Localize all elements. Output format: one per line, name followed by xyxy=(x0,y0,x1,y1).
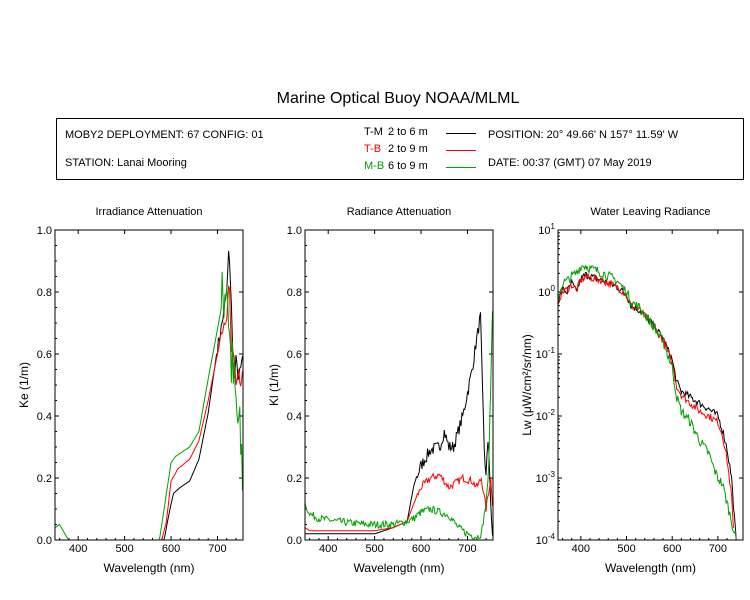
series-line-t-m xyxy=(55,250,243,540)
y-tick-label: 0.6 xyxy=(37,349,52,361)
x-tick-label: 500 xyxy=(115,543,133,555)
series-line-t-m xyxy=(558,271,737,539)
legend-line-swatch xyxy=(446,133,476,134)
legend-code: T-M xyxy=(364,126,383,138)
series-line-t-m xyxy=(305,312,493,536)
series-line-t-b xyxy=(55,284,243,540)
x-tick-label: 700 xyxy=(709,543,727,555)
plot-area xyxy=(55,250,243,540)
series-line-t-b xyxy=(558,273,734,529)
legend-entry-m-b: M-B 6 to 9 m xyxy=(364,160,476,174)
y-tick-label: 0.6 xyxy=(287,349,302,361)
y-tick-label: 0.4 xyxy=(287,411,302,423)
y-tick-label: 1.0 xyxy=(37,225,52,237)
y-tick-label: 10-2 xyxy=(536,408,556,423)
date-info: DATE: 00:37 (GMT) 07 May 2019 xyxy=(488,157,652,169)
plot-frame xyxy=(54,229,244,541)
y-tick-label: 1.0 xyxy=(287,225,302,237)
plot-frame xyxy=(304,229,494,541)
y-tick-label: 0.8 xyxy=(287,287,302,299)
chart-title: Irradiance Attenuation xyxy=(95,206,202,218)
x-axis-label: Wavelength (nm) xyxy=(605,561,696,575)
station-info: STATION: Lanai Mooring xyxy=(65,157,187,169)
series-line-m-b xyxy=(55,271,243,540)
x-tick-label: 600 xyxy=(162,543,180,555)
chart-panel-1: Irradiance Attenuation 400 500 600 700 0.0 0.2… xyxy=(17,206,244,575)
y-tick-label: 100 xyxy=(538,284,555,299)
series-line-m-b xyxy=(558,265,737,540)
x-tick-label: 400 xyxy=(69,543,87,555)
position-info: POSITION: 20° 49.66' N 157° 11.59' W xyxy=(488,129,679,141)
y-tick-label: 0.2 xyxy=(287,473,302,485)
y-tick-label: 0.0 xyxy=(287,535,302,547)
legend-code: M-B xyxy=(364,160,385,172)
y-axis-label: Lw (μW/cm²/sr/nm) xyxy=(520,334,534,436)
x-tick-label: 600 xyxy=(663,543,681,555)
plot-area xyxy=(305,311,493,540)
x-axis-label: Wavelength (nm) xyxy=(104,561,195,575)
x-tick-label: 400 xyxy=(572,543,590,555)
x-tick-label: 700 xyxy=(208,543,226,555)
legend-depth-range: 2 to 9 m xyxy=(388,143,428,155)
plot-frame xyxy=(557,229,744,541)
series-line-m-b xyxy=(305,311,493,540)
chart-title: Water Leaving Radiance xyxy=(590,206,710,218)
y-tick-label: 10-4 xyxy=(536,532,556,547)
info-box: MOBY2 DEPLOYMENT: 67 CONFIG: 01 STATION:… xyxy=(56,118,744,180)
chart-main-title: Marine Optical Buoy NOAA/MLML xyxy=(276,90,520,107)
plot-area xyxy=(558,265,737,540)
y-tick-label: 0.8 xyxy=(37,287,52,299)
legend-line-swatch xyxy=(446,167,476,168)
chart-panel-3: Water Leaving Radiance 400 500 600 700 10-4 10… xyxy=(520,206,744,575)
y-axis-label: Kl (1/m) xyxy=(267,364,281,406)
y-tick-label: 101 xyxy=(538,222,555,237)
legend-line-swatch xyxy=(446,150,476,151)
y-tick-label: 10-1 xyxy=(536,346,556,361)
x-axis-label: Wavelength (nm) xyxy=(354,561,445,575)
deployment-info: MOBY2 DEPLOYMENT: 67 CONFIG: 01 xyxy=(65,129,264,141)
x-tick-label: 600 xyxy=(412,543,430,555)
x-tick-label: 500 xyxy=(365,543,383,555)
series-line-t-b xyxy=(305,472,493,532)
legend-entry-t-b: T-B 2 to 9 m xyxy=(364,143,476,157)
legend-code: T-B xyxy=(364,143,382,155)
x-tick-label: 500 xyxy=(617,543,635,555)
legend-entry-t-m: T-M 2 to 6 m xyxy=(364,126,476,140)
chart-panel-2: Radiance Attenuation 400 500 600 700 0.0 0.2 0.… xyxy=(267,206,494,575)
y-tick-label: 0.2 xyxy=(37,473,52,485)
x-tick-label: 400 xyxy=(319,543,337,555)
chart-title: Radiance Attenuation xyxy=(347,206,452,218)
legend-depth-range: 6 to 9 m xyxy=(388,160,428,172)
y-tick-label: 0.0 xyxy=(37,535,52,547)
legend-depth-range: 2 to 6 m xyxy=(388,126,428,138)
y-axis-label: Ke (1/m) xyxy=(17,362,31,408)
x-tick-label: 700 xyxy=(458,543,476,555)
y-tick-label: 10-3 xyxy=(536,470,556,485)
y-tick-label: 0.4 xyxy=(37,411,52,423)
